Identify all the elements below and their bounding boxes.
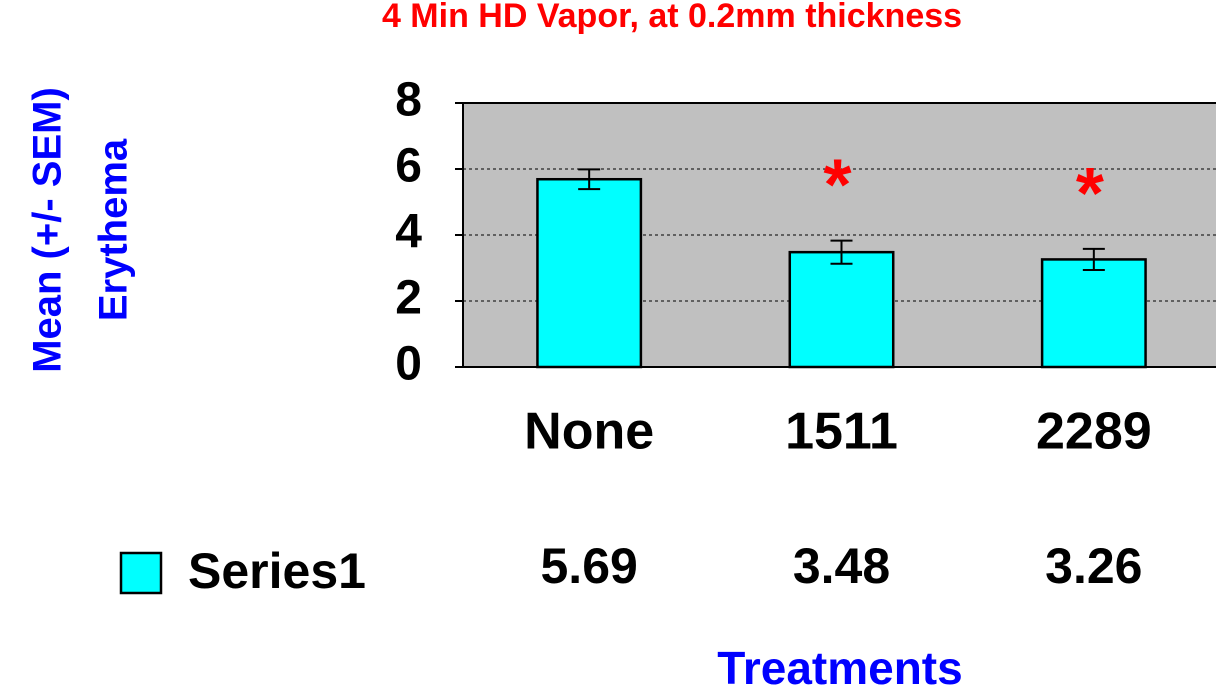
data-table-value: 5.69: [541, 538, 638, 594]
significance-marker: *: [823, 146, 851, 226]
error-bar: [578, 168, 601, 191]
bar: [1040, 258, 1147, 369]
y-tick-label: 0: [395, 338, 422, 391]
y-axis-label: Erythema: [92, 138, 136, 321]
y-axis-label: Mean (+/- SEM): [26, 87, 70, 373]
significance-marker: *: [1076, 154, 1104, 234]
error-bar: [830, 239, 853, 265]
y-tick-label: 8: [395, 74, 422, 127]
data-table-value: 3.26: [1045, 538, 1142, 594]
legend-label: Series1: [188, 543, 366, 599]
x-tick-label: 2289: [1036, 403, 1152, 461]
y-tick-label: 6: [395, 140, 422, 193]
legend-swatch: [119, 551, 163, 595]
chart-title: 4 Min HD Vapor, at 0.2mm thickness: [382, 0, 962, 35]
x-axis-label: Treatments: [717, 642, 962, 694]
x-tick-label: None: [524, 403, 654, 461]
y-tick-label: 4: [395, 206, 422, 259]
x-tick-label: 1511: [785, 403, 898, 461]
error-bar: [1082, 247, 1105, 271]
bar: [536, 177, 643, 369]
bar: [788, 250, 895, 369]
data-table-value: 3.48: [793, 538, 890, 594]
y-tick-label: 2: [395, 272, 422, 325]
